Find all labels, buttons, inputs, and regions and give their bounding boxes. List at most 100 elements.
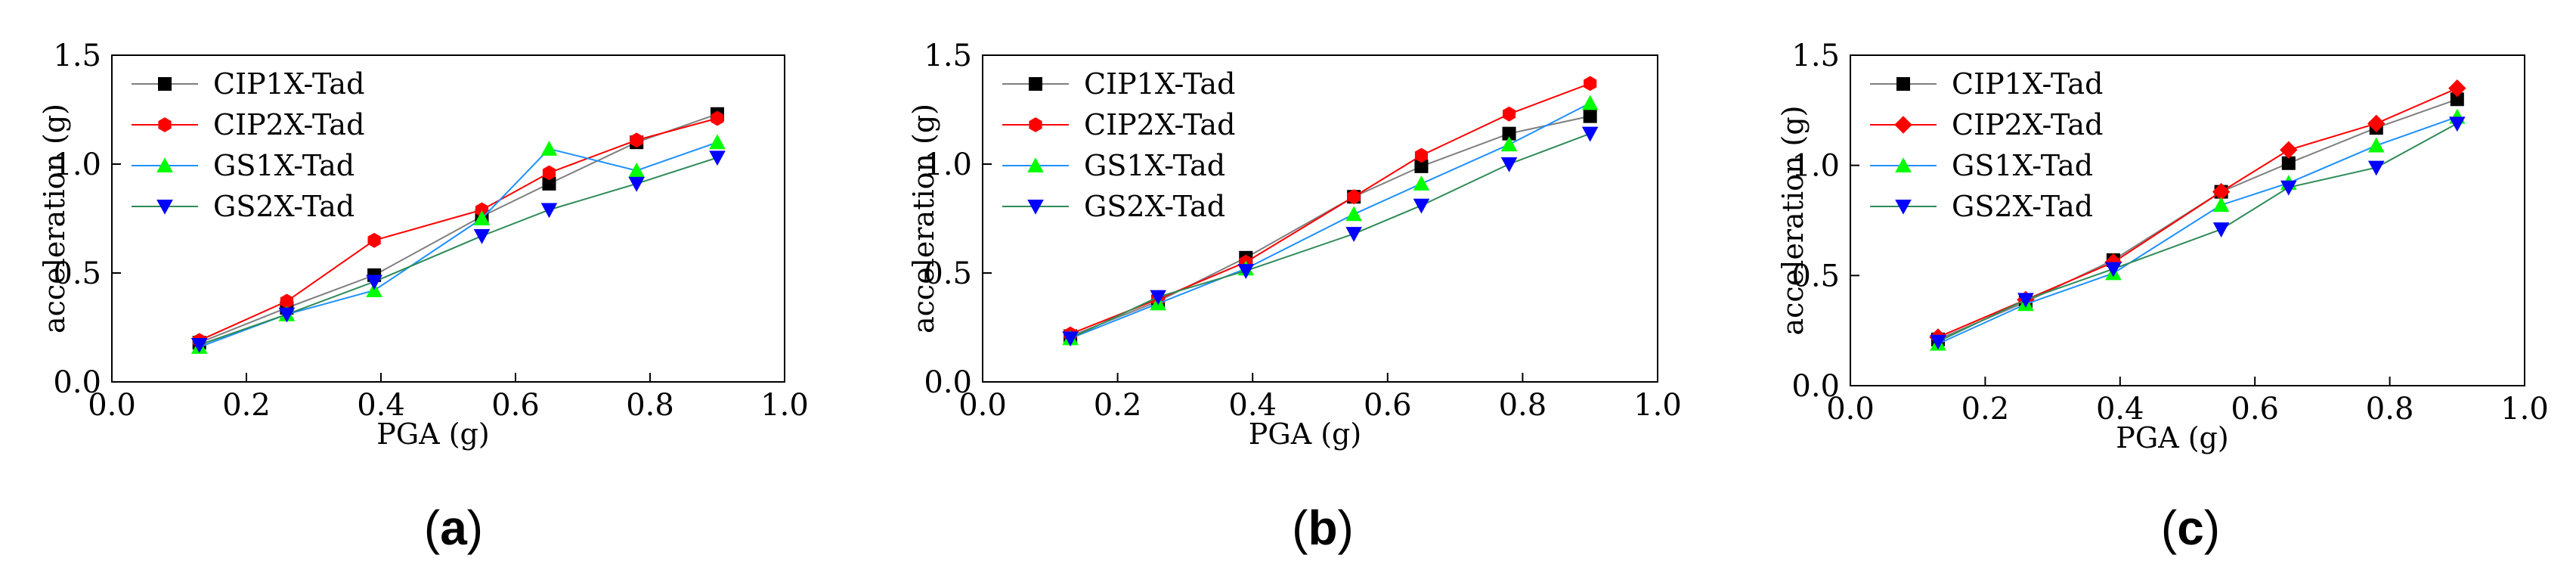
data-point-GS1X-Tad	[1345, 206, 1362, 222]
data-point-GS1X-Tad	[2212, 197, 2230, 212]
x-tick-label: 0.0	[958, 388, 1007, 423]
y-tick-label: 1.0	[924, 147, 972, 182]
data-point-CIP2X-Tad	[1503, 106, 1516, 122]
panel-caption: (b)	[1292, 501, 1354, 555]
x-axis-label: PGA (g)	[2116, 421, 2228, 454]
data-point-GS2X-Tad	[366, 275, 382, 290]
data-point-GS2X-Tad	[1930, 334, 1946, 350]
data-point-GS2X-Tad	[628, 176, 645, 192]
data-point-GS2X-Tad	[473, 229, 491, 244]
data-point-CIP2X-Tad	[630, 132, 643, 148]
data-point-GS2X-Tad	[2105, 262, 2122, 278]
x-tick-label: 0.6	[491, 388, 540, 423]
data-point-GS1X-Tad	[1413, 175, 1430, 191]
chart-panel-a: 0.0 0.5 1.0 1.5 0.0 0.2 0.4 0.6 0.8 1.0 PGA (g) acc…	[38, 39, 809, 555]
data-point-CIP1X-Tad	[542, 176, 556, 191]
legend-marker	[1894, 116, 1912, 134]
legend-marker	[1895, 200, 1912, 215]
data-point-GS2X-Tad	[278, 307, 296, 323]
caption-letter: c	[2177, 501, 2204, 555]
chart-panel-b: 0.0 0.5 1.0 1.5 0.0 0.2 0.4 0.6 0.8 1.0 PGA (g) acc…	[907, 39, 1682, 555]
chart-panel-c: 0.0 0.5 1.0 1.5 0.0 0.2 0.4 0.6 0.8 1.0 PGA (g) acc…	[1776, 39, 2549, 555]
data-point-CIP2X-Tad	[1347, 189, 1361, 205]
y-tick-label: 0.0	[1791, 369, 1840, 404]
x-tick-label: 0.8	[1499, 388, 1547, 423]
data-point-GS1X-Tad	[2367, 137, 2385, 153]
data-point-GS1X-Tad	[709, 134, 726, 150]
legend-label: GS2X-Tad	[1084, 190, 1225, 223]
data-point-GS2X-Tad	[709, 150, 726, 166]
data-point-GS2X-Tad	[1150, 290, 1166, 306]
legend-marker	[158, 117, 172, 132]
data-point-CIP2X-Tad	[2280, 141, 2298, 159]
y-tick-label: 0.5	[1791, 259, 1840, 293]
data-point-GS1X-Tad	[473, 210, 491, 225]
x-axis-label: PGA (g)	[376, 417, 489, 451]
data-point-GS1X-Tad	[1581, 95, 1599, 110]
data-point-GS2X-Tad	[190, 338, 208, 353]
x-tick-label: 0.0	[88, 388, 136, 423]
y-tick-label: 1.5	[53, 39, 101, 73]
data-point-CIP2X-Tad	[475, 202, 489, 218]
x-tick-label: 0.6	[1364, 388, 1412, 423]
x-tick-label: 0.2	[222, 388, 271, 423]
x-axis-label: PGA (g)	[1249, 417, 1361, 451]
data-point-GS2X-Tad	[540, 203, 558, 219]
x-tick-label: 0.0	[1826, 392, 1875, 427]
y-tick-label: 1.0	[53, 147, 101, 182]
data-point-GS2X-Tad	[2212, 222, 2230, 237]
data-point-CIP1X-Tad	[1414, 159, 1429, 173]
caption-close-paren: )	[2204, 501, 2220, 555]
x-tick-label: 1.0	[1633, 388, 1682, 423]
legend-label: GS2X-Tad	[1952, 190, 2093, 223]
y-axis-label: acceleration (g)	[38, 104, 71, 333]
data-point-CIP2X-Tad	[367, 232, 381, 248]
legend-label: CIP2X-Tad	[1084, 108, 1235, 141]
caption-open-paren: (	[2161, 501, 2177, 555]
data-point-CIP1X-Tad	[1502, 126, 1516, 141]
y-tick-label: 0.5	[53, 256, 101, 291]
data-point-CIP2X-Tad	[280, 293, 293, 309]
caption-close-paren: )	[467, 501, 483, 555]
x-tick-label: 1.0	[2500, 392, 2549, 427]
x-tick-label: 0.8	[2366, 392, 2414, 427]
legend-label: CIP1X-Tad	[1084, 67, 1235, 101]
plot-frame	[111, 54, 785, 383]
legend-marker	[1895, 157, 1912, 172]
x-tick-label: 0.4	[1228, 388, 1277, 423]
data-point-CIP2X-Tad	[542, 165, 556, 181]
caption-letter: b	[1308, 501, 1337, 555]
legend-marker	[158, 77, 172, 91]
data-point-CIP1X-Tad	[2450, 92, 2464, 107]
data-point-GS2X-Tad	[1345, 227, 1362, 242]
panel-caption: (c)	[2161, 501, 2220, 555]
x-tick-label: 0.6	[2231, 392, 2279, 427]
y-tick-label: 0.0	[53, 365, 101, 400]
legend-label: GS1X-Tad	[213, 149, 355, 182]
legend-marker	[156, 157, 173, 172]
legend-marker	[1027, 200, 1044, 215]
data-point-GS2X-Tad	[1062, 331, 1079, 347]
legend-label: GS2X-Tad	[213, 190, 355, 223]
panel-caption: (a)	[424, 501, 483, 555]
legend-marker	[1896, 77, 1910, 91]
x-tick-label: 1.0	[760, 388, 809, 423]
x-tick-label: 0.2	[1094, 388, 1142, 423]
data-point-CIP2X-Tad	[711, 110, 724, 126]
legend-label: CIP2X-Tad	[1952, 108, 2103, 141]
data-point-CIP2X-Tad	[1584, 76, 1597, 92]
data-point-GS1X-Tad	[1500, 136, 1518, 152]
plot-frame	[1850, 54, 2525, 386]
data-point-GS2X-Tad	[2367, 160, 2385, 176]
data-point-GS2X-Tad	[1413, 198, 1430, 214]
caption-open-paren: (	[1292, 501, 1308, 555]
y-axis-label: acceleration (g)	[1776, 106, 1810, 336]
legend-label: GS1X-Tad	[1952, 149, 2093, 182]
y-tick-label: 0.0	[924, 365, 972, 400]
legend-label: GS1X-Tad	[1084, 149, 1225, 182]
data-point-GS1X-Tad	[628, 162, 645, 178]
data-point-GS1X-Tad	[540, 141, 558, 156]
legend-marker	[156, 200, 173, 215]
legend-marker	[1029, 77, 1042, 91]
